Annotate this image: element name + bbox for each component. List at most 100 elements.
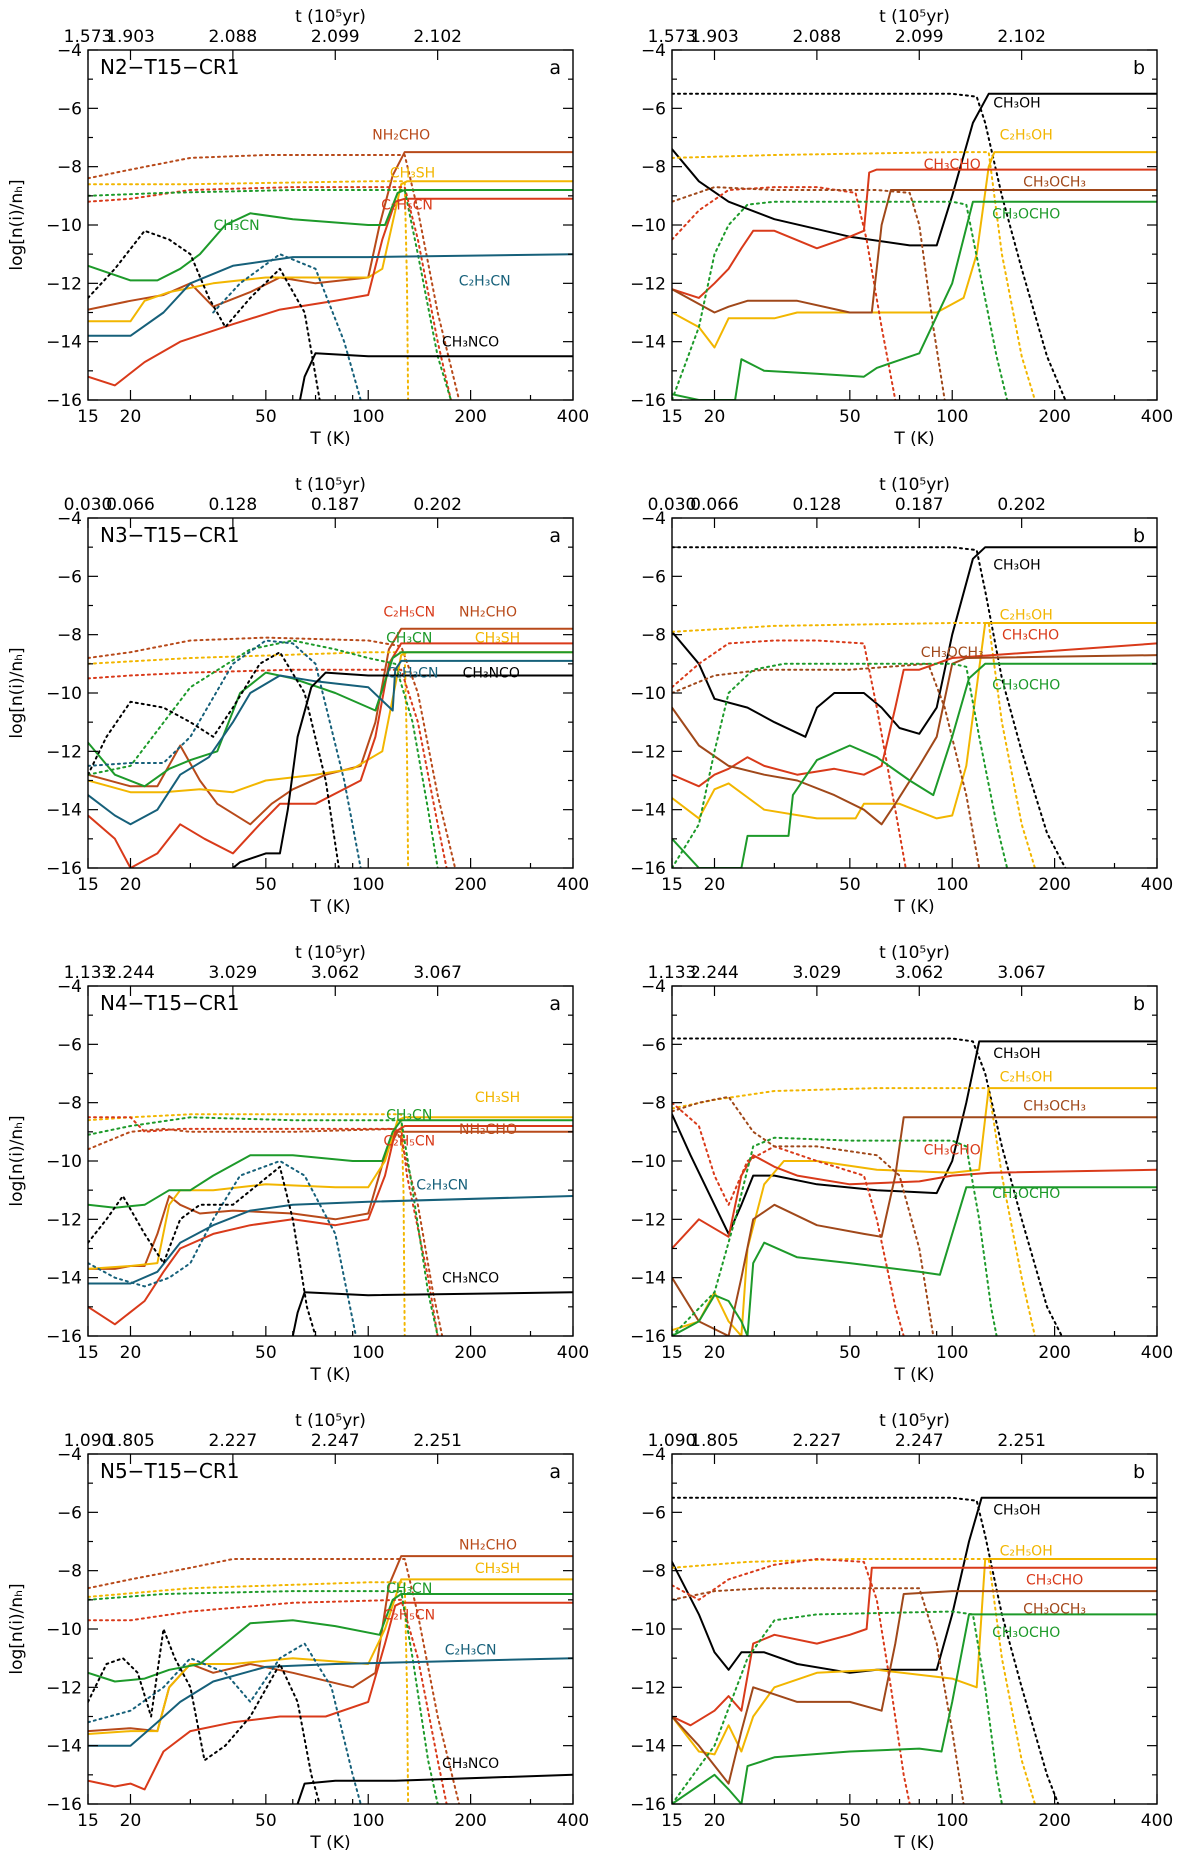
x-axis-label: T (K) xyxy=(309,1833,350,1853)
series-line-ch3cho-solid xyxy=(672,642,1157,788)
x-tick-label: 400 xyxy=(1141,1811,1173,1831)
y-tick-label: −16 xyxy=(630,1795,666,1815)
series-line-ch3oh-solid xyxy=(672,1040,1157,1235)
y-tick-label: −6 xyxy=(57,567,82,587)
series-line-c2h3cn-dotted xyxy=(88,1160,357,1336)
top-tick-label: 1.805 xyxy=(690,1431,739,1451)
series-line-c2h5cn-solid xyxy=(88,1125,573,1326)
series-line-c2h5oh-solid xyxy=(672,1558,1157,1756)
top-tick-label: 2.099 xyxy=(311,27,360,47)
y-tick-label: −16 xyxy=(630,859,666,879)
x-tick-label: 200 xyxy=(1038,1343,1070,1363)
x-tick-label: 15 xyxy=(661,407,683,427)
y-tick-label: −12 xyxy=(630,742,666,762)
y-tick-label: −8 xyxy=(641,1094,666,1114)
molecule-label-c2h3cn: C₂H₃CN xyxy=(445,1642,497,1658)
series-line-c2h3cn-solid xyxy=(88,659,573,826)
series-line-c2h5oh-dotted xyxy=(672,622,1036,868)
y-tick-label: −10 xyxy=(46,1152,82,1172)
molecule-label-ch3cn: CH₃CN xyxy=(386,1581,432,1597)
x-tick-label: 200 xyxy=(454,407,486,427)
molecule-label-ch3cn: CH₃CN xyxy=(386,631,432,647)
y-axis-label: log[n(i)/nₕ] xyxy=(7,647,27,738)
panel-tag: b xyxy=(1133,993,1145,1015)
x-tick-label: 20 xyxy=(704,1343,726,1363)
molecule-label-nh2cho: NH₂CHO xyxy=(372,128,430,144)
series-line-c2h3cn-solid xyxy=(88,1657,573,1747)
y-axis-label: log[n(i)/nₕ] xyxy=(7,1583,27,1674)
y-tick-label: −4 xyxy=(57,1445,82,1465)
molecule-label-ch3oh: CH₃OH xyxy=(993,1046,1040,1062)
series-line-c2h5oh-dotted xyxy=(672,1558,1036,1804)
x-tick-label: 200 xyxy=(454,875,486,895)
x-tick-label: 400 xyxy=(557,1343,589,1363)
molecule-label-ch3sh: CH₃SH xyxy=(475,1090,520,1106)
y-tick-label: −6 xyxy=(641,1503,666,1523)
molecule-label-ch3och3: CH₃OCH₃ xyxy=(921,645,984,661)
top-axis-label: t (10⁵yr) xyxy=(295,943,366,963)
x-tick-label: 400 xyxy=(1141,1343,1173,1363)
x-axis-label: T (K) xyxy=(893,1833,934,1853)
x-tick-label: 20 xyxy=(704,1811,726,1831)
molecule-label-ch3cho: CH₃CHO xyxy=(1026,1572,1083,1588)
series-line-ch3oh-dotted xyxy=(672,546,1067,868)
y-tick-label: −16 xyxy=(630,391,666,411)
series-line-ch3cho-solid xyxy=(672,1154,1157,1250)
series-line-ch3ocho-dotted xyxy=(672,1610,1003,1804)
top-tick-label: 2.088 xyxy=(793,27,842,47)
model-title: N4−T15−CR1 xyxy=(100,991,239,1015)
top-tick-label: 2.247 xyxy=(895,1431,944,1451)
series-line-c2h5cn-solid xyxy=(88,1601,573,1791)
y-tick-label: −6 xyxy=(641,1035,666,1055)
x-tick-label: 15 xyxy=(77,1343,99,1363)
plot-frame xyxy=(671,517,1158,869)
molecule-label-ch3nco: CH₃NCO xyxy=(442,1271,499,1287)
x-axis-label: T (K) xyxy=(309,429,350,449)
x-tick-label: 100 xyxy=(936,875,968,895)
x-tick-label: 15 xyxy=(77,1811,99,1831)
top-tick-label: 1.903 xyxy=(106,27,155,47)
y-tick-label: −12 xyxy=(630,274,666,294)
top-tick-label: 1.573 xyxy=(64,27,113,47)
y-tick-label: −14 xyxy=(630,1737,666,1757)
x-tick-label: 200 xyxy=(1038,407,1070,427)
x-tick-label: 200 xyxy=(454,1811,486,1831)
molecule-label-c2h3cn: C₂H₃CN xyxy=(416,1177,468,1193)
molecule-label-ch3nco: CH₃NCO xyxy=(463,666,520,682)
series-line-ch3sh-dotted xyxy=(88,1581,410,1804)
series-line-c2h5cn-dotted xyxy=(88,1598,448,1804)
series-line-ch3sh-solid xyxy=(88,180,573,323)
series-line-nh2cho-dotted xyxy=(88,154,461,400)
panel-tag: a xyxy=(549,525,561,547)
x-axis-label: T (K) xyxy=(309,1365,350,1385)
x-tick-label: 100 xyxy=(352,1811,384,1831)
x-tick-label: 100 xyxy=(936,407,968,427)
series-line-ch3och3-dotted xyxy=(672,662,981,868)
top-tick-label: 0.187 xyxy=(895,495,944,515)
top-axis-label: t (10⁵yr) xyxy=(295,475,366,495)
x-tick-label: 15 xyxy=(661,1343,683,1363)
molecule-label-nh2cho: NH₂CHO xyxy=(459,1537,517,1553)
top-tick-label: 2.088 xyxy=(209,27,258,47)
y-tick-label: −10 xyxy=(46,216,82,236)
x-tick-label: 20 xyxy=(120,1811,142,1831)
x-tick-label: 50 xyxy=(255,1811,277,1831)
series-line-c2h3cn-solid xyxy=(88,253,573,337)
molecule-label-ch3och3: CH₃OCH₃ xyxy=(1023,1099,1086,1115)
top-axis-label: t (10⁵yr) xyxy=(879,1411,950,1431)
plot-frame xyxy=(671,49,1158,401)
series-line-ch3cho-solid xyxy=(672,1566,1157,1727)
series-line-c2h5oh-dotted xyxy=(672,1087,1036,1336)
top-tick-label: 2.247 xyxy=(311,1431,360,1451)
top-tick-label: 0.128 xyxy=(209,495,258,515)
x-tick-label: 400 xyxy=(1141,407,1173,427)
molecule-label-ch3cho: CH₃CHO xyxy=(924,157,981,173)
x-axis-label: T (K) xyxy=(893,1365,934,1385)
top-tick-label: 0.030 xyxy=(64,495,113,515)
molecule-label-ch3sh: CH₃SH xyxy=(475,1561,520,1577)
top-tick-label: 0.030 xyxy=(648,495,697,515)
y-tick-label: −16 xyxy=(46,391,82,411)
